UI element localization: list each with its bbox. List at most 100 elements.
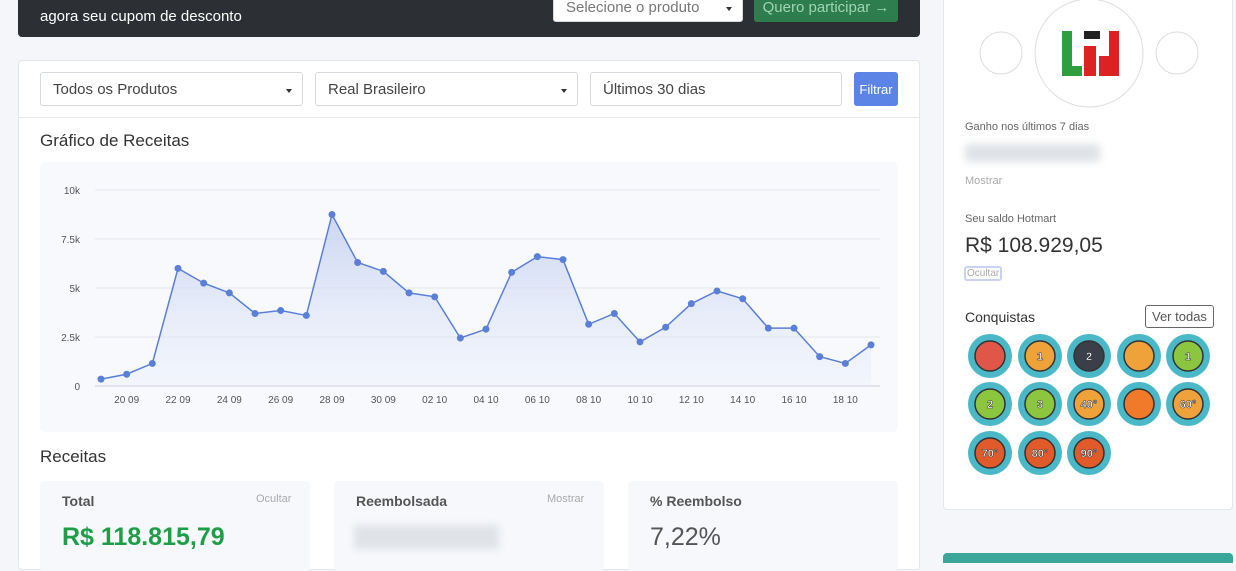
point xyxy=(867,341,875,349)
x-tick-label: 24 09 xyxy=(217,395,242,406)
point xyxy=(610,309,618,317)
point xyxy=(790,324,798,332)
product-filter[interactable]: Todos os Produtos xyxy=(40,72,303,106)
point xyxy=(739,295,747,303)
badge-inner xyxy=(1024,388,1056,420)
y-tick-label: 2.5k xyxy=(61,333,81,344)
badge-label: 1 xyxy=(1185,351,1191,363)
badge-inner xyxy=(1172,388,1204,420)
y-tick-label: 0 xyxy=(74,382,80,393)
point xyxy=(816,353,824,361)
chart-title: Gráfico de Receitas xyxy=(40,131,190,150)
point xyxy=(123,370,131,378)
profile xyxy=(979,0,1199,108)
balance-toggle[interactable]: Ocultar xyxy=(964,266,1003,281)
hidden-value xyxy=(354,525,499,549)
point xyxy=(354,259,362,267)
point xyxy=(559,256,567,264)
badge-label: 2 xyxy=(987,399,993,411)
card-value: 7,22% xyxy=(650,523,721,551)
revenue-title: Receitas xyxy=(40,447,107,466)
point xyxy=(687,300,695,308)
point xyxy=(148,359,156,367)
logo xyxy=(1062,31,1119,76)
x-tick-label: 28 09 xyxy=(319,395,344,406)
currency-filter[interactable]: Real Brasileiro xyxy=(315,72,578,106)
x-tick-label: 18 10 xyxy=(833,395,858,406)
point xyxy=(174,264,182,272)
refund-card: Reembolsada Mostrar xyxy=(334,481,604,571)
participate-button[interactable]: Quero participar → xyxy=(754,0,898,22)
point xyxy=(379,267,387,275)
point xyxy=(456,334,464,342)
point xyxy=(97,375,105,383)
card-toggle[interactable]: Ocultar xyxy=(256,493,292,505)
x-tick-label: 22 09 xyxy=(165,395,190,406)
badge-label: 60° xyxy=(1180,399,1197,411)
chart: 0 2.5k 5k 7.5k 10k 20 09 22 09 24 09 26 09 28 09 3… xyxy=(40,162,898,432)
badge-label: 1 xyxy=(1037,351,1043,363)
chat-icon[interactable] xyxy=(1155,31,1199,75)
card-value: R$ 118.815,79 xyxy=(62,523,225,551)
card-label: Reembolsada xyxy=(356,493,448,509)
badge-inner xyxy=(1123,388,1155,420)
card-label: % Reembolso xyxy=(650,493,742,509)
see-all-button[interactable]: Ver todas xyxy=(1145,305,1214,328)
period-filter[interactable]: Últimos 30 dias xyxy=(590,72,842,106)
banner: agora seu cupom de desconto Selecione o … xyxy=(18,0,920,37)
x-tick-label: 08 10 xyxy=(576,395,601,406)
badge-inner xyxy=(974,388,1006,420)
badge-label: 70° xyxy=(982,448,999,460)
point xyxy=(482,325,490,333)
point xyxy=(200,279,208,287)
card-toggle[interactable]: Mostrar xyxy=(547,493,585,505)
point xyxy=(841,359,849,367)
point xyxy=(302,311,310,319)
point xyxy=(225,289,233,297)
bottom-card xyxy=(943,553,1233,563)
point xyxy=(636,338,644,346)
point xyxy=(431,293,439,301)
x-tick-label: 12 10 xyxy=(679,395,704,406)
settings-icon[interactable] xyxy=(979,31,1023,75)
x-tick-label: 10 10 xyxy=(627,395,652,406)
x-tick-label: 26 09 xyxy=(268,395,293,406)
earned-toggle[interactable]: Mostrar xyxy=(965,175,1003,187)
badge-inner xyxy=(1172,340,1204,372)
badge-inner xyxy=(1073,340,1105,372)
balance: R$ 108.929,05 xyxy=(965,234,1103,257)
chart-bg xyxy=(40,162,898,432)
badge-inner xyxy=(974,437,1006,469)
y-tick-label: 10k xyxy=(64,186,81,197)
x-tick-label: 30 09 xyxy=(371,395,396,406)
y-tick-label: 7.5k xyxy=(61,235,81,246)
x-tick-label: 04 10 xyxy=(473,395,498,406)
x-tick-label: 16 10 xyxy=(781,395,806,406)
point xyxy=(585,320,593,328)
point xyxy=(764,324,772,332)
point xyxy=(405,289,413,297)
point xyxy=(662,323,670,331)
badge-inner xyxy=(1024,437,1056,469)
point xyxy=(277,307,285,315)
x-tick-label: 14 10 xyxy=(730,395,755,406)
badge-label: 80° xyxy=(1032,448,1049,460)
badge-label: 2 xyxy=(1086,351,1092,363)
filter-button[interactable]: Filtrar xyxy=(854,72,898,106)
point xyxy=(533,253,541,261)
badge-label: 3 xyxy=(1037,399,1043,411)
badges: 1 2 1 2 3 40° 60° 70° 80° 90° xyxy=(968,334,1210,475)
earned-label: Ganho nos últimos 7 dias xyxy=(965,121,1090,133)
achievements-title: Conquistas xyxy=(965,309,1036,325)
divider xyxy=(19,117,919,118)
product-select[interactable]: Selecione o produto xyxy=(553,0,743,22)
refund-rate-card: % Reembolso 7,22% xyxy=(628,481,898,571)
balance-label: Seu saldo Hotmart xyxy=(965,213,1057,225)
point xyxy=(508,268,516,276)
banner-text: agora seu cupom de desconto xyxy=(40,8,242,25)
sidebar: Ganho nos últimos 7 dias Mostrar Seu sal… xyxy=(943,0,1233,510)
hidden-value xyxy=(965,144,1100,162)
badge-inner xyxy=(1073,437,1105,469)
x-tick-label: 06 10 xyxy=(525,395,550,406)
